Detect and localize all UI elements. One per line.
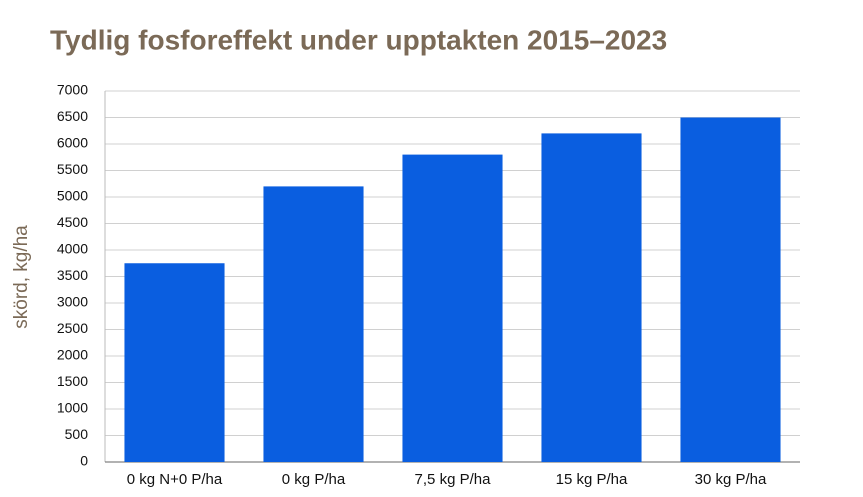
- y-tick-label: 3500: [57, 267, 88, 283]
- y-tick-label: 3000: [57, 294, 88, 310]
- x-tick-label: 7,5 kg P/ha: [415, 471, 492, 488]
- bar: [263, 186, 364, 462]
- y-tick-label: 6500: [57, 108, 88, 124]
- y-tick-label: 7000: [57, 82, 88, 98]
- y-tick-label: 5000: [57, 188, 88, 204]
- bar: [402, 154, 503, 462]
- y-tick-label: 2000: [57, 347, 88, 363]
- y-tick-label: 4000: [57, 241, 88, 257]
- y-tick-label: 4500: [57, 214, 88, 230]
- y-axis-label: skörd, kg/ha: [11, 225, 32, 329]
- bar: [124, 263, 225, 462]
- chart-title: Tydlig fosforeffekt under upptakten 2015…: [50, 24, 667, 55]
- y-tick-label: 6000: [57, 135, 88, 151]
- y-tick-label: 0: [80, 453, 88, 469]
- y-tick-label: 2500: [57, 320, 88, 336]
- x-tick-label: 15 kg P/ha: [556, 471, 628, 488]
- y-tick-label: 1000: [57, 400, 88, 416]
- bar: [541, 133, 642, 462]
- y-tick-label: 500: [65, 426, 89, 442]
- x-tick-label: 30 kg P/ha: [695, 471, 767, 488]
- bar: [680, 117, 781, 462]
- x-tick-label: 0 kg P/ha: [282, 471, 346, 488]
- y-tick-label: 1500: [57, 373, 88, 389]
- y-tick-label: 5500: [57, 161, 88, 177]
- x-tick-label: 0 kg N+0 P/ha: [127, 471, 223, 488]
